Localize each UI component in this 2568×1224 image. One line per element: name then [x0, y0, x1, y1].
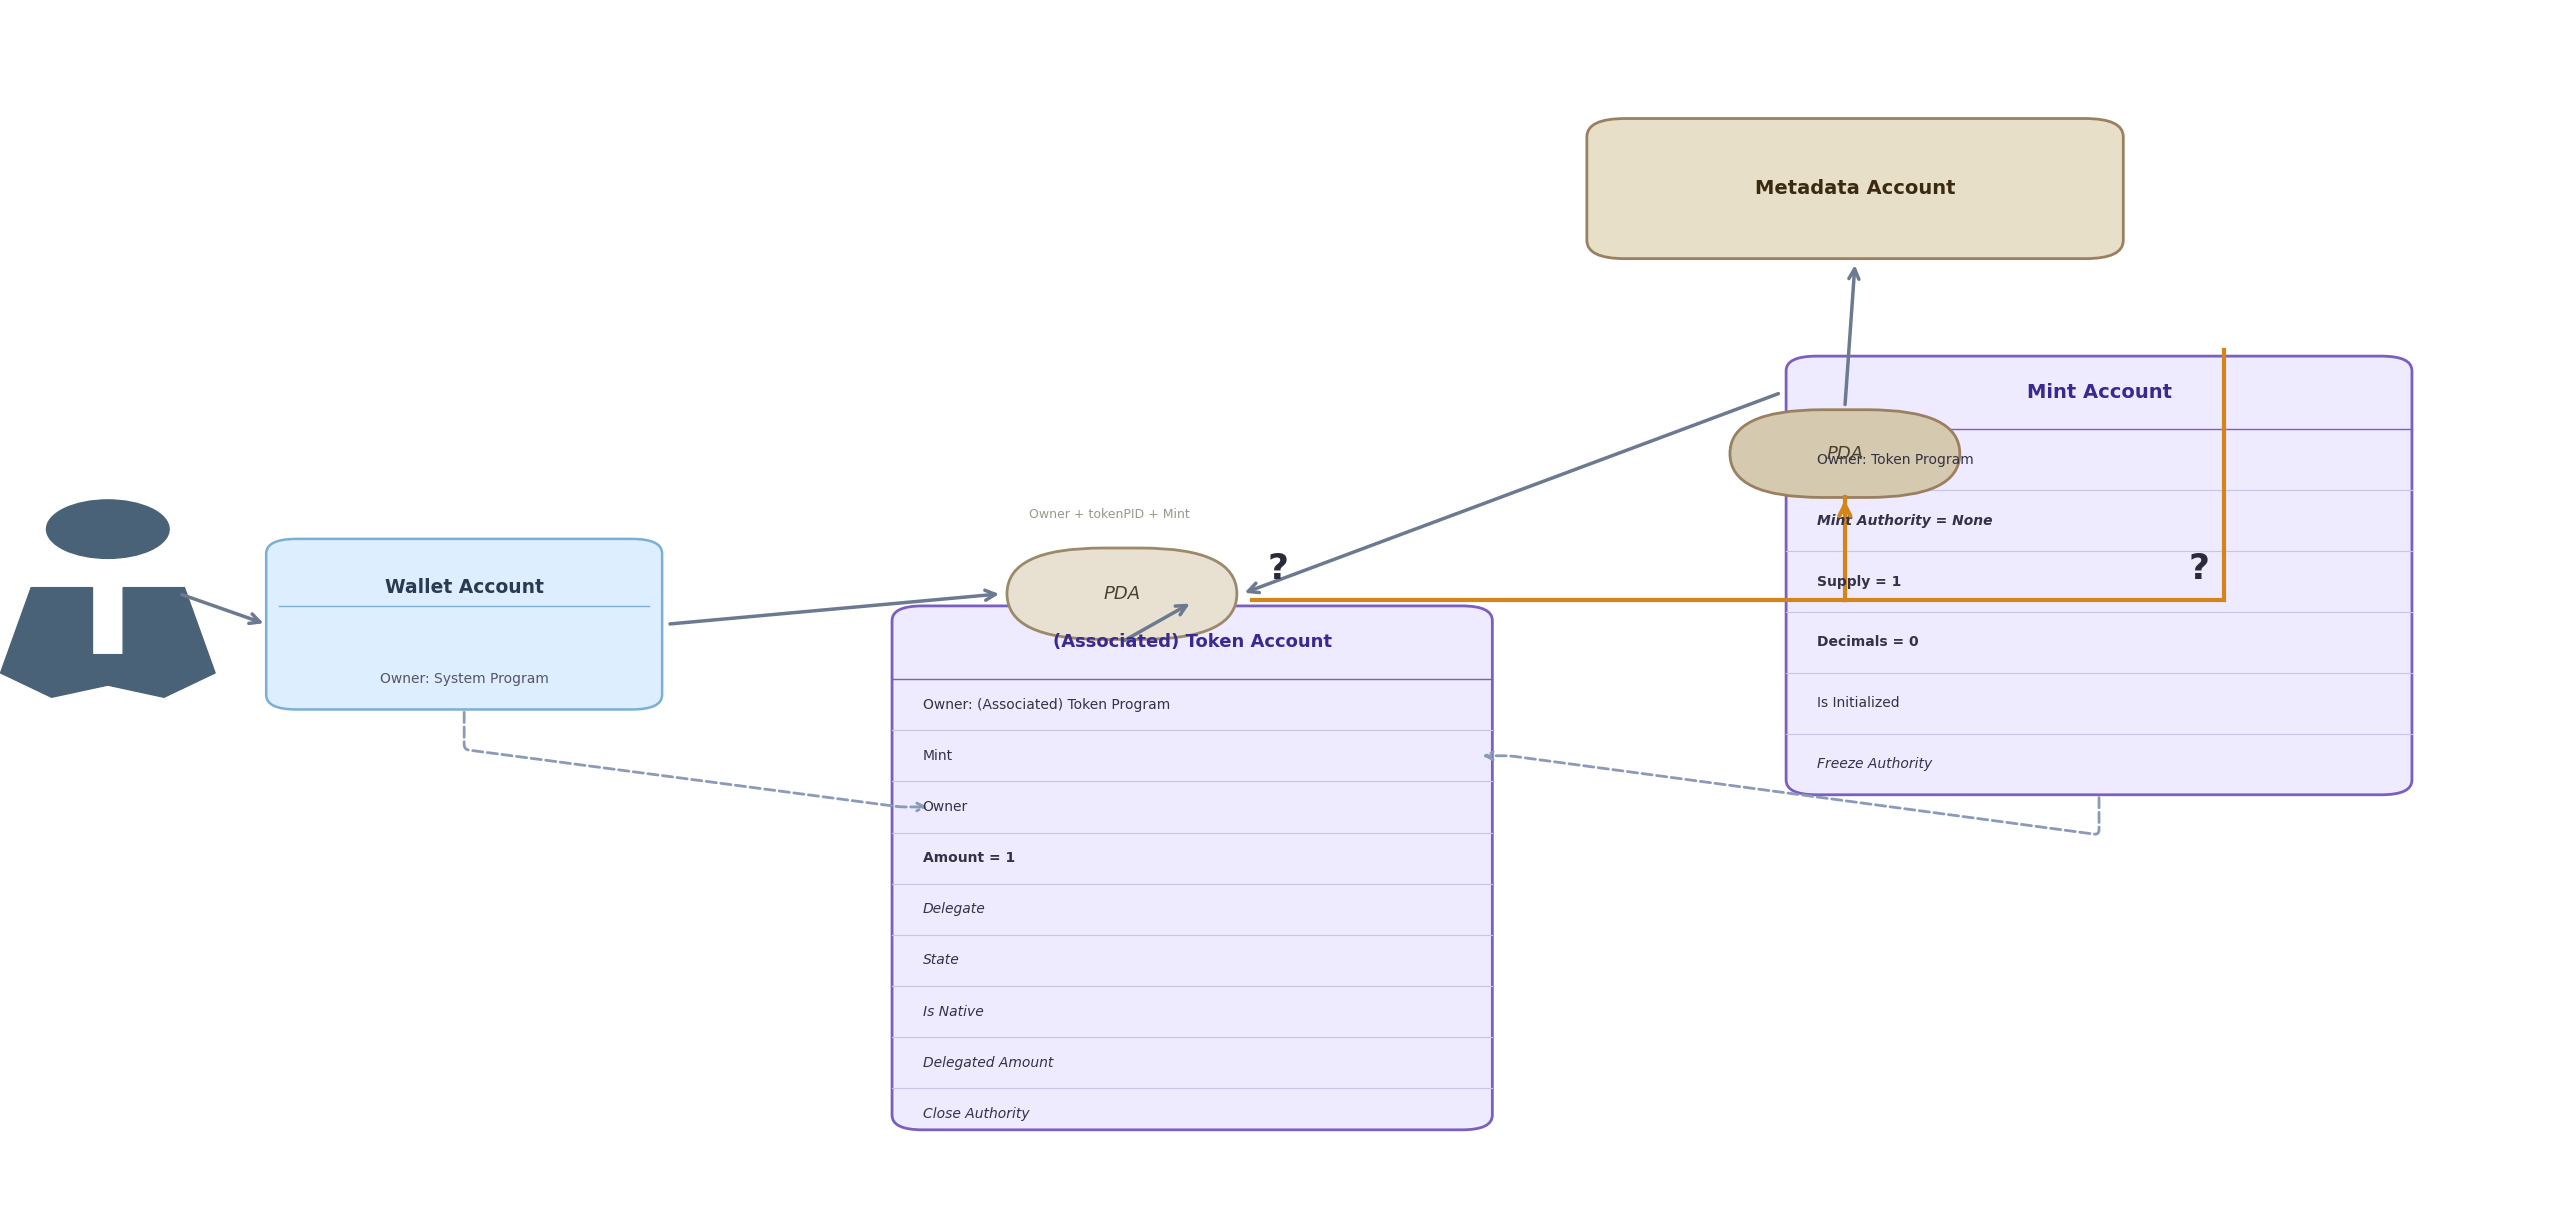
Text: (Associated) Token Account: (Associated) Token Account: [1053, 634, 1333, 651]
Text: Wallet Account: Wallet Account: [385, 578, 544, 597]
Text: Mint Account: Mint Account: [2026, 383, 2173, 403]
Text: PDA: PDA: [1826, 444, 1864, 463]
Text: Close Authority: Close Authority: [922, 1106, 1030, 1121]
Text: State: State: [922, 953, 960, 967]
FancyBboxPatch shape: [1787, 356, 2411, 794]
FancyBboxPatch shape: [891, 606, 1492, 1130]
Text: Is Native: Is Native: [922, 1005, 984, 1018]
Text: Owner: Owner: [922, 800, 968, 814]
Text: Owner: (Associated) Token Program: Owner: (Associated) Token Program: [922, 698, 1171, 711]
Text: Delegated Amount: Delegated Amount: [922, 1056, 1053, 1070]
Text: Metadata Account: Metadata Account: [1754, 179, 1954, 198]
FancyBboxPatch shape: [1587, 119, 2124, 258]
Text: Is Initialized: Is Initialized: [1816, 696, 1900, 710]
Text: Owner: System Program: Owner: System Program: [380, 672, 550, 685]
Text: Amount = 1: Amount = 1: [922, 851, 1014, 865]
FancyBboxPatch shape: [1731, 410, 1959, 497]
Text: Supply = 1: Supply = 1: [1816, 574, 1900, 589]
Polygon shape: [0, 588, 216, 698]
Text: Mint: Mint: [922, 749, 953, 763]
Circle shape: [46, 499, 169, 558]
Text: Decimals = 0: Decimals = 0: [1816, 635, 1918, 650]
Text: PDA: PDA: [1104, 585, 1140, 602]
Text: Freeze Authority: Freeze Authority: [1816, 758, 1931, 771]
Text: Mint Authority = None: Mint Authority = None: [1816, 514, 1993, 528]
Text: ?: ?: [1266, 552, 1289, 586]
FancyBboxPatch shape: [1007, 548, 1238, 639]
FancyBboxPatch shape: [267, 539, 663, 710]
Text: ?: ?: [2188, 552, 2208, 586]
Text: Owner: Token Program: Owner: Token Program: [1816, 453, 1975, 466]
Text: Delegate: Delegate: [922, 902, 986, 917]
Text: Owner + tokenPID + Mint: Owner + tokenPID + Mint: [1030, 508, 1189, 521]
